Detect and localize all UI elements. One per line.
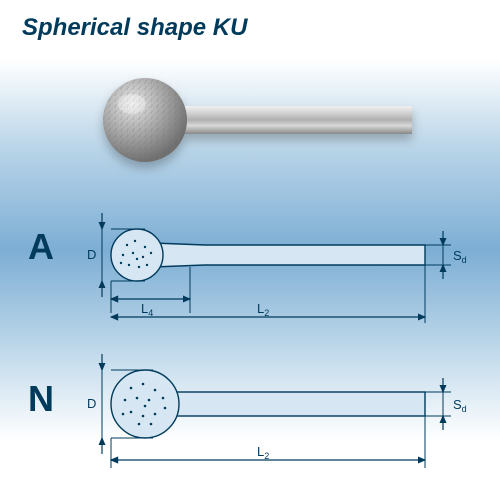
page-title: Spherical shape KU bbox=[22, 14, 247, 42]
tool-photo bbox=[90, 58, 430, 178]
dim-sd-a: Sd bbox=[453, 248, 467, 265]
dim-l2-a: L2 bbox=[257, 301, 269, 318]
dim-sd-n: Sd bbox=[453, 397, 467, 414]
dim-l2-n: L2 bbox=[257, 444, 269, 461]
figure-container: Spherical shape KU bbox=[0, 0, 500, 500]
diagram-a: D L4 L2 Sd bbox=[75, 195, 485, 325]
dim-l4: L4 bbox=[141, 301, 153, 318]
dim-d-n: D bbox=[87, 396, 96, 411]
row-label-a: A bbox=[28, 226, 54, 268]
dim-d-a: D bbox=[87, 247, 96, 262]
diagram-n: D L2 Sd bbox=[75, 340, 485, 480]
row-label-n: N bbox=[28, 378, 54, 420]
